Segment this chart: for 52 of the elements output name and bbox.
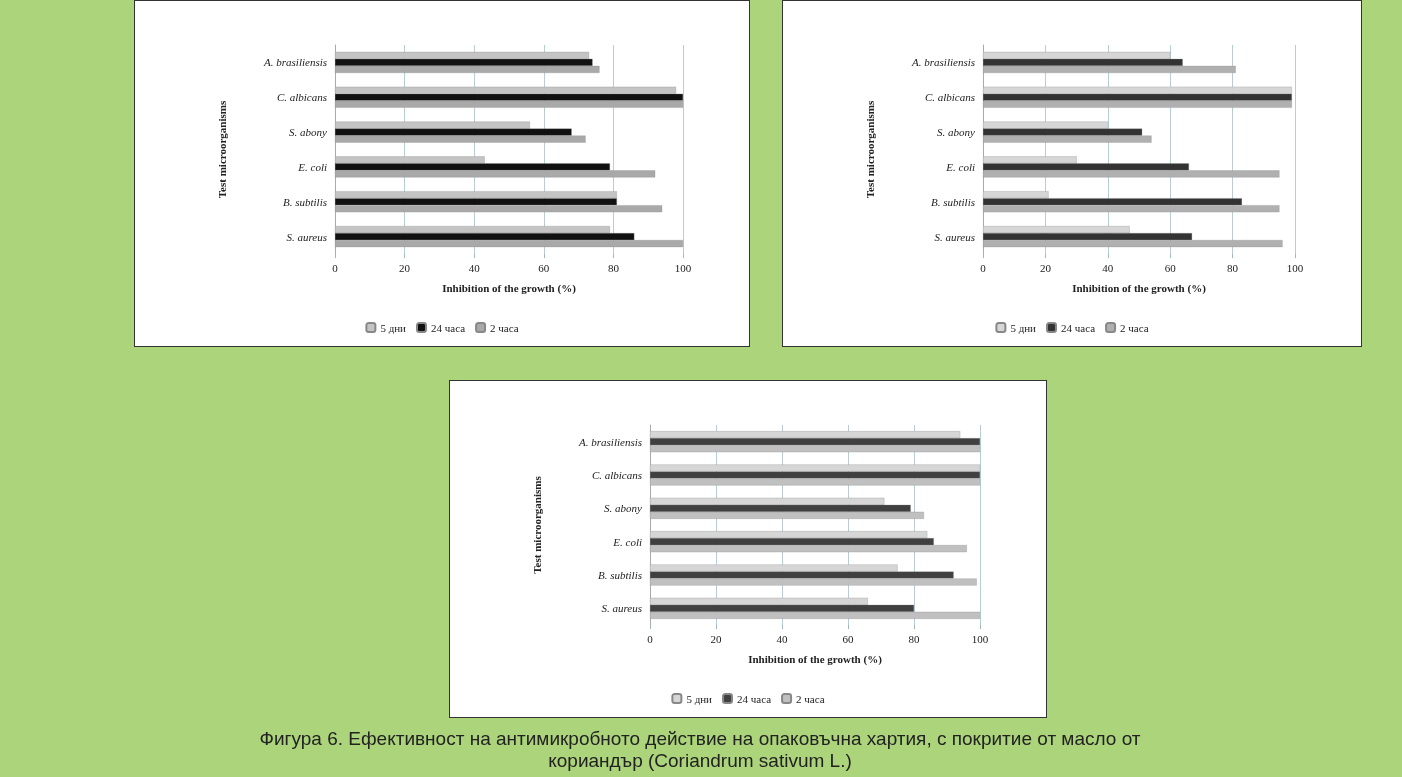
y-tick-label: B. subtilis	[282, 195, 327, 208]
y-tick-label: E. coli	[945, 160, 975, 173]
y-tick-label: E. coli	[612, 535, 642, 548]
x-axis-title: Inhibition of the growth (%)	[442, 281, 577, 295]
y-tick-label: S. abony	[604, 502, 643, 515]
legend-label: 5 дни	[686, 692, 713, 705]
x-tick-label: 80	[1227, 261, 1239, 274]
y-tick-label: C. albicans	[276, 91, 327, 104]
x-tick-label: 60	[538, 261, 550, 274]
y-tick-label: S. abony	[289, 126, 328, 139]
y-axis-title: Test microorganisms	[215, 100, 228, 199]
x-tick-label: 60	[1164, 261, 1177, 274]
legend-label: 24 часа	[431, 321, 466, 334]
legend-label: 5 дни	[380, 321, 407, 334]
legend-label: 2 часа	[490, 321, 519, 334]
y-tick-label: S. aureus	[934, 230, 975, 243]
x-axis-title: Inhibition of the growth (%)	[1072, 281, 1207, 295]
x-tick-label: 20	[710, 632, 722, 645]
legend-label: 5 дни	[1010, 321, 1037, 334]
x-tick-label: 0	[647, 632, 654, 645]
x-tick-label: 40	[776, 632, 788, 645]
y-axis-title: Test microorganisms	[530, 475, 543, 574]
text: Фигура 6. Ефективност на антимикробното действие на опаковъчна хартия, с покритие от масло от кориандър (Coriandrum sativum L.)	[258, 728, 1142, 772]
y-tick-label: E. coli	[297, 160, 327, 173]
x-tick-label: 0	[332, 261, 339, 274]
y-tick-label: B. subtilis	[930, 195, 975, 208]
y-tick-label: A. brasiliensis	[911, 56, 975, 69]
y-tick-label: A. brasiliensis	[263, 56, 327, 69]
legend-label: 24 часа	[737, 692, 772, 705]
x-tick-label: 0	[980, 261, 987, 274]
y-tick-label: S. abony	[937, 126, 976, 139]
y-tick-label: S. aureus	[601, 602, 642, 615]
y-axis-title: Test microorganisms	[863, 100, 876, 199]
x-tick-label: 100	[971, 632, 989, 645]
x-tick-label: 20	[1039, 261, 1052, 274]
legend-label: 2 часа	[1120, 321, 1149, 334]
y-tick-label: S. aureus	[286, 230, 327, 243]
y-tick-label: C. albicans	[591, 469, 642, 481]
x-tick-label: 40	[1102, 261, 1114, 274]
x-tick-label: 100	[674, 261, 692, 274]
y-tick-label: B. subtilis	[597, 569, 642, 581]
x-tick-label: 60	[842, 632, 854, 645]
y-tick-label: C. albicans	[924, 91, 975, 104]
x-tick-label: 100	[1286, 261, 1304, 274]
x-tick-label: 80	[908, 632, 920, 645]
legend-label: 24 часа	[1061, 321, 1096, 334]
x-axis-title: Inhibition of the growth (%)	[748, 652, 883, 666]
y-tick-label: A. brasiliensis	[578, 435, 642, 448]
legend-label: 2 часа	[796, 692, 825, 705]
x-tick-label: 20	[399, 261, 411, 274]
x-tick-label: 80	[607, 261, 620, 274]
x-tick-label: 40	[468, 261, 481, 274]
